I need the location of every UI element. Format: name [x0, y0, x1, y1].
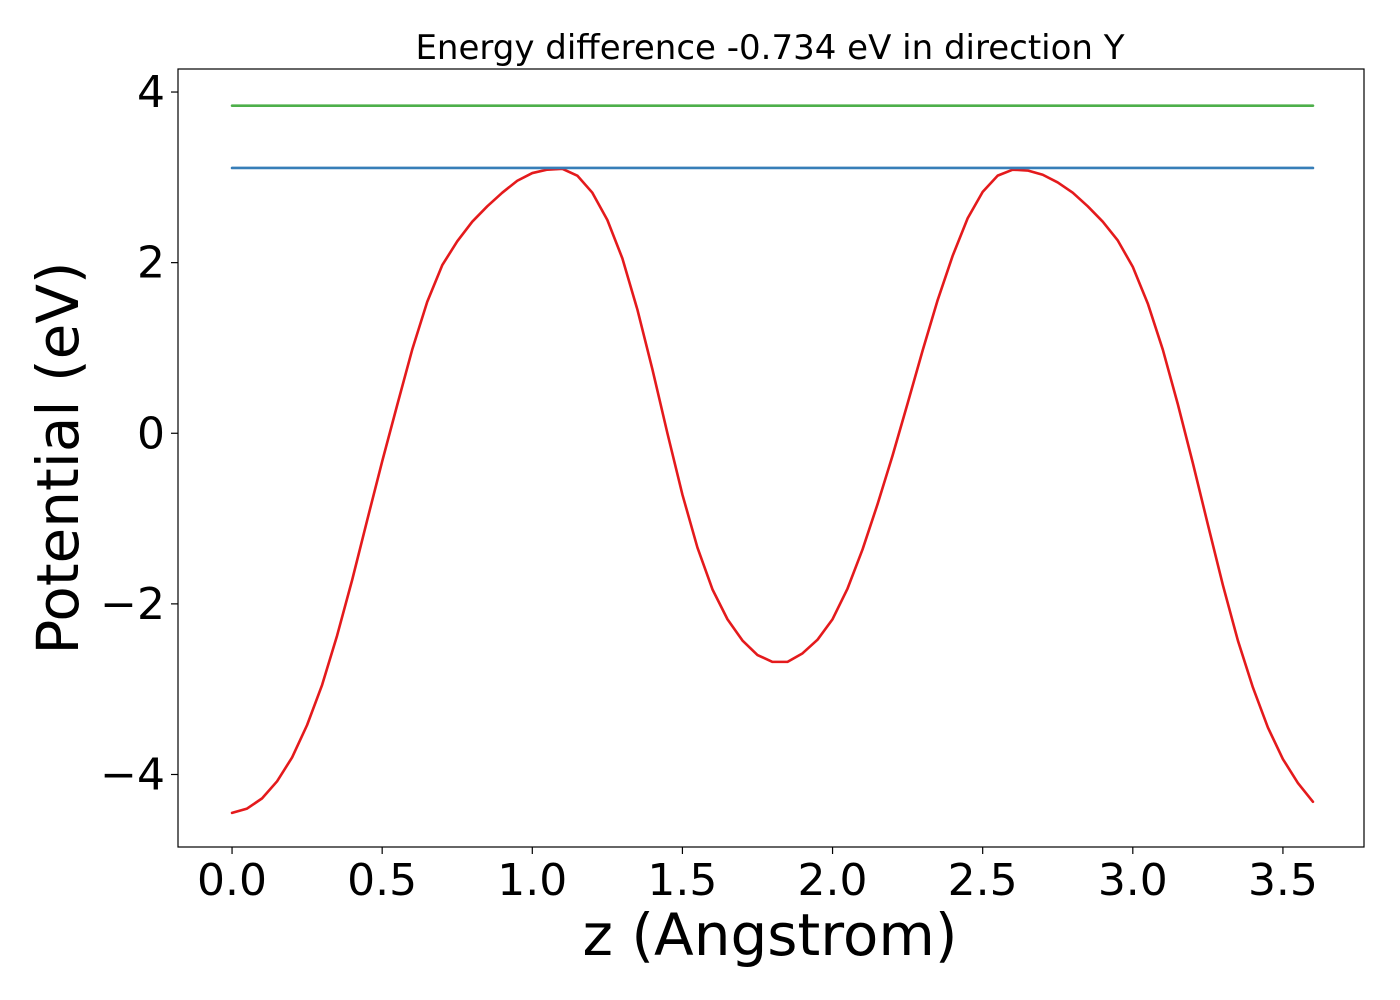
x-tick-label: 0.0: [197, 855, 267, 906]
series-line-potential: [230, 167, 1315, 815]
chart-title: Energy difference -0.734 eV in direction…: [415, 28, 1124, 68]
y-tick-label: 0: [137, 408, 165, 459]
x-axis-label: z (Angstrom): [583, 901, 958, 969]
x-tick-label: 3.0: [1098, 855, 1168, 906]
axes-layer: 0.0 0.5 1.0 1.5 2.0 2.5 3.0 3.5 −4 −2 0 2 4: [100, 67, 1318, 906]
plot-frame: [177, 68, 1365, 848]
x-tick-label: 1.0: [497, 855, 567, 906]
y-tick-label: 2: [137, 238, 165, 289]
series-layer: [230, 104, 1315, 815]
y-tick-label: 4: [137, 67, 165, 118]
x-tick-label: 2.0: [798, 855, 868, 906]
y-tick-label: −2: [100, 579, 165, 630]
x-tick-label: 3.5: [1248, 855, 1318, 906]
y-axis-label: Potential (eV): [24, 261, 92, 654]
x-tick-label: 1.5: [647, 855, 717, 906]
y-tick-label: −4: [100, 749, 165, 800]
x-tick-label: 0.5: [347, 855, 417, 906]
x-tick-label: 2.5: [948, 855, 1018, 906]
